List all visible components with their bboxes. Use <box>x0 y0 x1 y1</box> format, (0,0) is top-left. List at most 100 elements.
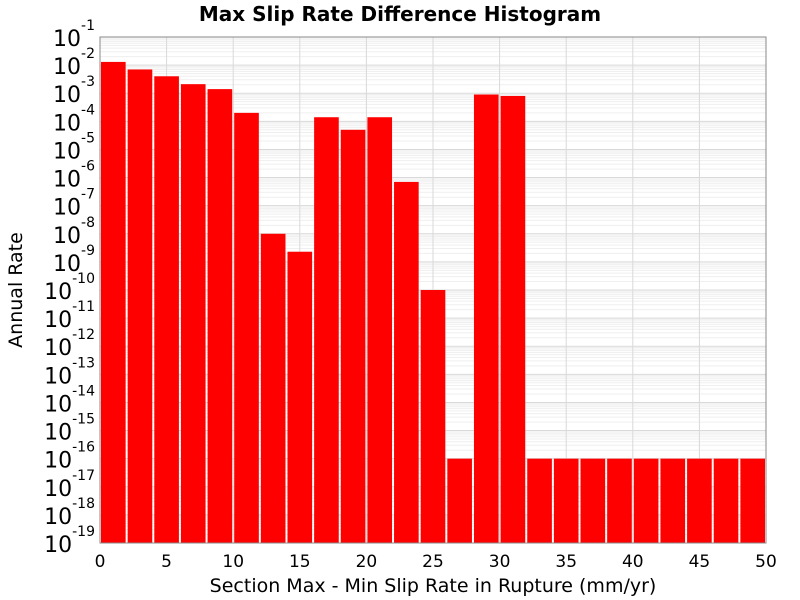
y-tick-label: 10-15 <box>44 412 95 446</box>
y-tick-exponent: -10 <box>72 271 95 287</box>
histogram-bar <box>607 458 632 543</box>
histogram-bar <box>527 458 552 543</box>
histogram-bar <box>713 458 739 543</box>
histogram-bar <box>394 181 419 543</box>
y-tick-base: 10 <box>44 364 72 389</box>
y-tick-label: 10-10 <box>44 271 95 305</box>
y-tick-exponent: -14 <box>72 383 95 399</box>
x-tick-label: 20 <box>356 552 378 572</box>
x-tick-label: 30 <box>489 552 511 572</box>
y-tick-label: 10-1 <box>53 18 95 52</box>
y-tick-exponent: -19 <box>72 524 95 540</box>
histogram-bar <box>340 129 366 543</box>
x-tick-label: 40 <box>622 552 644 572</box>
y-tick-exponent: -5 <box>81 130 95 146</box>
y-tick-base: 10 <box>53 111 81 136</box>
y-tick-label: 10-5 <box>53 130 95 164</box>
y-tick-label: 10-3 <box>53 74 95 108</box>
histogram-bar <box>500 95 526 543</box>
y-tick-base: 10 <box>53 55 81 80</box>
x-tick-label: 15 <box>289 552 311 572</box>
histogram-bar <box>740 458 765 543</box>
chart-title: Max Slip Rate Difference Histogram <box>199 2 601 26</box>
y-tick-base: 10 <box>44 505 72 530</box>
histogram-bar <box>314 117 339 543</box>
y-tick-exponent: -8 <box>81 215 95 231</box>
histogram-bar <box>633 458 659 543</box>
histogram-bar <box>473 94 499 543</box>
y-axis-title: Annual Rate <box>5 232 27 348</box>
y-tick-base: 10 <box>53 224 81 249</box>
y-tick-label: 10-19 <box>44 524 95 558</box>
histogram-bar <box>420 290 446 543</box>
y-tick-base: 10 <box>44 449 72 474</box>
y-tick-exponent: -17 <box>72 468 95 484</box>
y-tick-base: 10 <box>44 280 72 305</box>
histogram-bar <box>101 61 126 544</box>
y-tick-exponent: -15 <box>72 412 95 428</box>
y-tick-label: 10-2 <box>53 46 95 80</box>
histogram-bar <box>180 84 206 543</box>
y-tick-base: 10 <box>53 83 81 108</box>
x-tick-label: 25 <box>422 552 444 572</box>
y-tick-base: 10 <box>53 168 81 193</box>
y-tick-label: 10-16 <box>44 440 95 474</box>
y-tick-label: 10-11 <box>44 299 95 333</box>
x-axis-title: Section Max - Min Slip Rate in Rupture (… <box>210 575 657 597</box>
y-tick-exponent: -12 <box>72 327 95 343</box>
y-tick-exponent: -1 <box>81 18 95 34</box>
plot-frame <box>99 36 767 544</box>
y-tick-label: 10-17 <box>44 468 95 502</box>
y-tick-base: 10 <box>44 533 72 558</box>
histogram-bar <box>154 76 179 544</box>
histogram-bar <box>660 458 686 543</box>
histogram-bar <box>287 251 313 543</box>
y-tick-exponent: -6 <box>81 159 95 175</box>
x-tick-label: 45 <box>689 552 711 572</box>
y-tick-label: 10-9 <box>53 243 95 277</box>
y-tick-exponent: -18 <box>72 496 95 512</box>
y-tick-base: 10 <box>44 336 72 361</box>
histogram-bar <box>207 89 233 543</box>
y-tick-label: 10-6 <box>53 159 95 193</box>
y-tick-base: 10 <box>53 196 81 221</box>
y-tick-label: 10-7 <box>53 187 95 221</box>
histogram-bar <box>580 458 606 543</box>
y-tick-base: 10 <box>44 477 72 502</box>
histogram-bar <box>553 458 579 543</box>
x-tick-label: 35 <box>555 552 577 572</box>
y-tick-exponent: -16 <box>72 440 95 456</box>
x-tick-label: 0 <box>95 552 106 572</box>
bars <box>101 61 765 544</box>
histogram-bar <box>447 458 472 543</box>
y-tick-label: 10-18 <box>44 496 95 530</box>
y-tick-base: 10 <box>53 252 81 277</box>
y-axis-ticks: 10-110-210-310-410-510-610-710-810-910-1… <box>44 18 95 558</box>
y-tick-label: 10-12 <box>44 327 95 361</box>
y-tick-exponent: -2 <box>81 46 95 62</box>
histogram-bar <box>687 458 712 543</box>
y-tick-base: 10 <box>53 139 81 164</box>
y-tick-base: 10 <box>44 308 72 333</box>
x-axis-ticks: 0 5 10 15 20 25 30 35 40 45 50 <box>95 552 777 572</box>
y-tick-label: 10-8 <box>53 215 95 249</box>
x-tick-label: 10 <box>222 552 244 572</box>
histogram-bar <box>234 112 259 544</box>
histogram-bar <box>260 233 286 543</box>
y-tick-exponent: -11 <box>72 299 95 315</box>
y-tick-exponent: -9 <box>81 243 95 259</box>
x-tick-label: 5 <box>161 552 172 572</box>
y-tick-exponent: -4 <box>81 102 95 118</box>
histogram-bar <box>367 117 393 543</box>
y-tick-base: 10 <box>44 392 72 417</box>
y-tick-exponent: -3 <box>81 74 95 90</box>
y-tick-label: 10-14 <box>44 383 95 417</box>
histogram-bar <box>127 69 153 543</box>
y-tick-base: 10 <box>44 421 72 446</box>
y-tick-exponent: -7 <box>81 187 95 203</box>
y-tick-base: 10 <box>53 27 81 52</box>
y-tick-exponent: -13 <box>72 355 95 371</box>
y-tick-label: 10-13 <box>44 355 95 389</box>
y-tick-label: 10-4 <box>53 102 95 136</box>
